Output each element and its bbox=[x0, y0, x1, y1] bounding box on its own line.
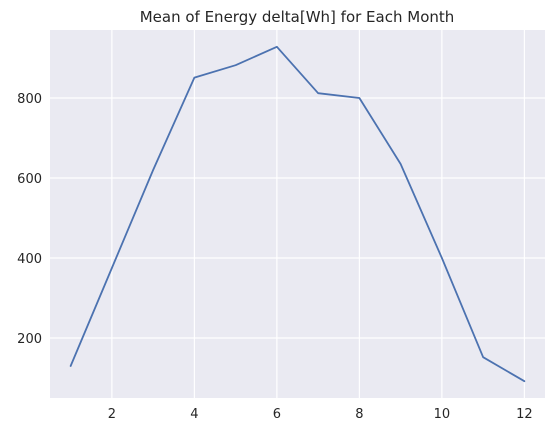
x-tick-label: 4 bbox=[190, 407, 198, 422]
x-tick-label: 8 bbox=[355, 407, 363, 422]
y-tick-label: 600 bbox=[17, 172, 42, 187]
series-line bbox=[69, 45, 526, 383]
y-tick-label: 400 bbox=[17, 252, 42, 267]
x-tick-label: 2 bbox=[108, 407, 116, 422]
plot-area bbox=[50, 30, 545, 398]
y-tick-label: 800 bbox=[17, 92, 42, 107]
x-tick-label: 12 bbox=[516, 407, 533, 422]
x-axis-ticks: 2 4 6 8 10 12 bbox=[108, 407, 533, 422]
y-tick-label: 200 bbox=[17, 332, 42, 347]
series-layer bbox=[69, 45, 526, 383]
x-tick-label: 6 bbox=[273, 407, 281, 422]
x-tick-label: 10 bbox=[434, 407, 451, 422]
grid-lines bbox=[50, 30, 545, 398]
chart-title: Mean of Energy delta[Wh] for Each Month bbox=[140, 8, 455, 26]
y-axis-ticks: 200 400 600 800 bbox=[17, 92, 42, 347]
